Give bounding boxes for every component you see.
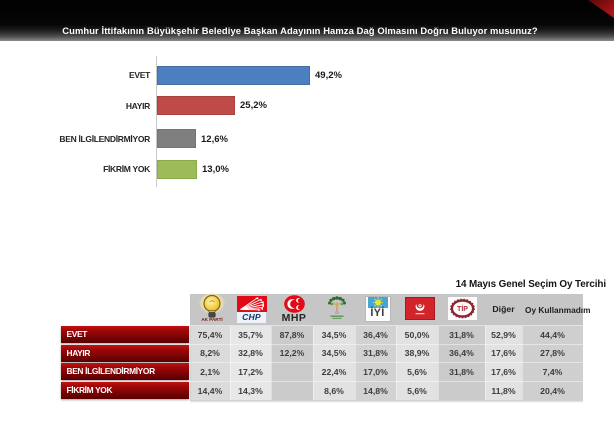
svg-text:TİP: TİP (457, 304, 468, 312)
